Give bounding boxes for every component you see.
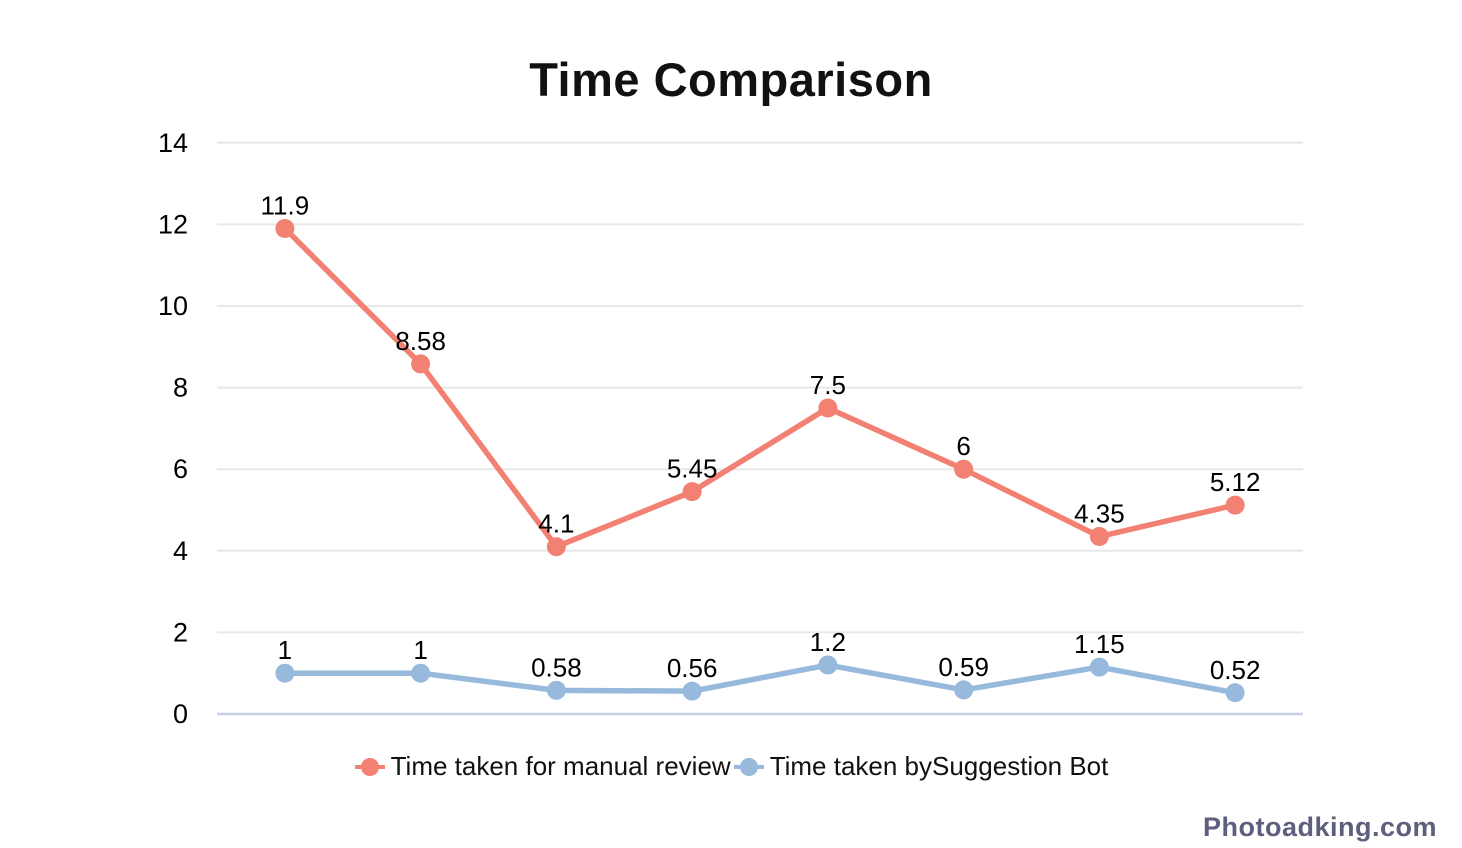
data-point-marker (411, 663, 431, 683)
y-axis-tick-label: 6 (173, 454, 188, 484)
legend-label-suggestion-bot: Time taken bySuggestion Bot (769, 751, 1109, 781)
data-point-marker (546, 537, 566, 557)
y-axis-tick-label: 10 (158, 291, 188, 321)
data-point-marker (275, 663, 295, 683)
data-point-marker (1089, 657, 1109, 677)
series-line-0 (282, 225, 1238, 550)
data-point-marker (682, 681, 702, 701)
data-point-label: 0.56 (667, 653, 718, 683)
y-axis-tick-label: 14 (158, 128, 188, 158)
data-point-label: 0.59 (938, 652, 989, 682)
legend: Time taken for manual review Time taken … (0, 751, 1462, 782)
data-point-marker (818, 398, 838, 418)
data-point-label: 5.45 (667, 454, 718, 484)
data-point-label: 1.15 (1074, 629, 1125, 659)
y-axis-tick-label: 8 (173, 373, 188, 403)
data-point-marker (818, 655, 838, 675)
legend-line-point-icon-blue (733, 757, 764, 776)
y-axis-tick-label: 0 (173, 699, 188, 729)
data-point-label: 1 (278, 635, 292, 665)
data-point-marker (1225, 495, 1245, 515)
data-point-label: 8.58 (395, 326, 446, 356)
legend-item-manual-review: Time taken for manual review (354, 751, 731, 782)
data-point-label: 0.52 (1210, 655, 1261, 685)
legend-item-suggestion-bot: Time taken bySuggestion Bot (733, 751, 1109, 782)
y-axis-tick-label: 12 (158, 209, 188, 239)
data-point-label: 4.1 (538, 509, 574, 539)
data-point-marker (1225, 683, 1245, 703)
data-point-label: 11.9 (261, 190, 310, 220)
y-axis-tick-label: 2 (173, 617, 188, 647)
data-point-label: 4.35 (1074, 499, 1125, 529)
data-point-label: 5.12 (1210, 467, 1261, 497)
data-point-marker (546, 680, 566, 700)
data-point-marker (411, 354, 431, 374)
y-axis-tick-label: 4 (173, 536, 188, 566)
chart-title: Time Comparison (529, 53, 933, 106)
data-point-label: 6 (956, 431, 970, 461)
watermark-brand-text: Photoadking.com (1202, 812, 1437, 842)
data-point-label: 0.58 (531, 652, 582, 682)
data-point-marker (954, 680, 974, 700)
data-point-label: 1 (413, 635, 427, 665)
data-point-marker (954, 459, 974, 479)
data-point-marker (275, 218, 295, 238)
data-point-marker (1089, 527, 1109, 547)
data-point-marker (682, 482, 702, 502)
legend-label-manual-review: Time taken for manual review (390, 751, 731, 781)
data-point-label: 1.2 (810, 627, 846, 657)
legend-line-point-icon-red (354, 757, 385, 776)
data-point-label: 7.5 (810, 370, 846, 400)
series-line-1 (282, 662, 1238, 696)
